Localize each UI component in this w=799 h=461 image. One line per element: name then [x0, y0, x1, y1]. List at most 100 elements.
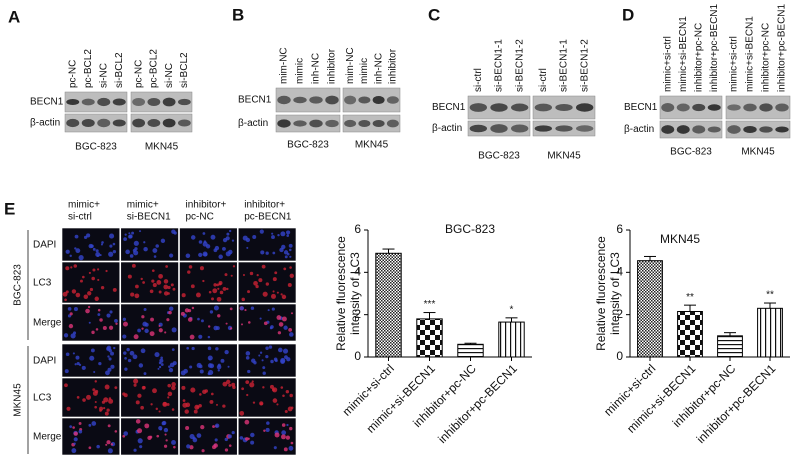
cell-signal — [218, 281, 223, 285]
cell-signal — [125, 249, 130, 255]
cell-signal — [150, 317, 154, 322]
cell-signal — [162, 420, 167, 426]
cell-signal — [210, 234, 216, 240]
cell-signal — [218, 254, 223, 260]
cell-signal — [271, 235, 275, 240]
y-axis-label: Relative fluorescence — [594, 236, 608, 351]
blot-strip — [659, 95, 723, 120]
blot-band — [358, 119, 371, 128]
cell-signal — [208, 290, 212, 294]
cell-signal — [173, 231, 177, 235]
cell-signal — [280, 434, 286, 440]
cell-signal — [133, 378, 139, 384]
cell-signal — [139, 230, 142, 233]
cell-signal — [265, 354, 269, 359]
x-tick-label: inhibitor+pc-BECN1 — [435, 361, 520, 446]
error-bar — [464, 342, 477, 345]
cell-signal — [127, 274, 132, 279]
cell-signal — [199, 393, 202, 396]
cell-signal — [93, 370, 96, 374]
column-header: inhibitor+ — [244, 200, 285, 211]
cell-signal — [134, 247, 138, 251]
error-bar — [423, 312, 436, 319]
cell-signal — [78, 422, 82, 425]
cell-signal — [157, 367, 160, 370]
cell-signal — [69, 425, 73, 429]
blot-band — [66, 118, 80, 128]
cell-signal — [281, 430, 287, 436]
cell-signal — [90, 348, 95, 353]
blot-band — [775, 126, 789, 133]
cell-signal — [212, 425, 215, 428]
cell-signal — [288, 248, 292, 252]
cell-signal — [75, 355, 80, 360]
cell-signal — [127, 358, 132, 363]
cell-signal — [183, 368, 188, 374]
panel-label: C — [428, 5, 440, 24]
cell-signal — [138, 363, 144, 368]
cell-signal — [142, 281, 146, 284]
cell-signal — [259, 229, 264, 234]
cell-signal — [143, 246, 148, 252]
cell-signal — [209, 363, 215, 369]
cell-signal — [85, 308, 90, 314]
cell-signal — [210, 392, 214, 396]
cell-signal — [92, 247, 96, 251]
blot-band — [575, 125, 594, 132]
cell-signal — [191, 346, 195, 351]
cell-signal — [196, 362, 202, 368]
cell-signal — [65, 266, 70, 271]
cell-signal — [158, 410, 161, 413]
blot-strip — [275, 114, 341, 133]
column-header: mimic+ — [127, 200, 159, 211]
cell-signal — [67, 306, 72, 311]
cell-signal — [155, 407, 159, 411]
cell-signal — [258, 278, 263, 283]
cell-signal — [288, 243, 293, 248]
cell-signal — [186, 346, 189, 350]
cell-signal — [62, 291, 68, 297]
cell-signal — [160, 356, 163, 360]
cell-signal — [140, 277, 143, 281]
cell-signal — [250, 306, 255, 310]
blot-band — [277, 119, 291, 128]
cell-signal — [87, 291, 92, 296]
cell-signal — [225, 322, 228, 325]
cell-signal — [208, 358, 211, 361]
blot-band — [81, 98, 95, 106]
cell-signal — [129, 254, 134, 258]
y-tick-label: 2 — [616, 307, 623, 321]
cell-signal — [220, 358, 225, 363]
cell-signal — [96, 444, 100, 449]
cell-signal — [171, 382, 176, 387]
cell-signal — [190, 387, 196, 393]
cell-signal — [106, 313, 111, 318]
cell-signal — [73, 331, 77, 335]
cell-line-label: MKN45 — [547, 151, 581, 162]
cell-signal — [263, 429, 266, 433]
row-label: β-actin — [624, 124, 654, 135]
y-tick-label: 0 — [354, 349, 361, 363]
cell-signal — [149, 289, 154, 294]
cell-signal — [194, 404, 200, 410]
cell-signal — [170, 283, 174, 287]
cell-line-label: MKN45 — [741, 147, 775, 158]
cell-signal — [158, 290, 162, 294]
cell-signal — [64, 383, 68, 388]
y-tick-label: 4 — [354, 265, 361, 279]
cell-signal — [228, 383, 232, 387]
cell-signal — [187, 270, 191, 274]
cell-signal — [289, 255, 292, 258]
y-axis-label: Relative fluorescence — [334, 236, 348, 351]
cell-signal — [270, 359, 274, 364]
cell-signal — [268, 345, 273, 349]
bar — [457, 343, 484, 358]
cell-signal — [135, 419, 141, 424]
cell-signal — [198, 334, 203, 339]
blot-band — [534, 125, 553, 132]
cell-signal — [86, 394, 91, 400]
cell-signal — [98, 361, 102, 366]
cell-signal — [167, 285, 171, 290]
lane-label: si-BECN1-1 — [559, 39, 570, 92]
cell-signal — [133, 334, 139, 340]
